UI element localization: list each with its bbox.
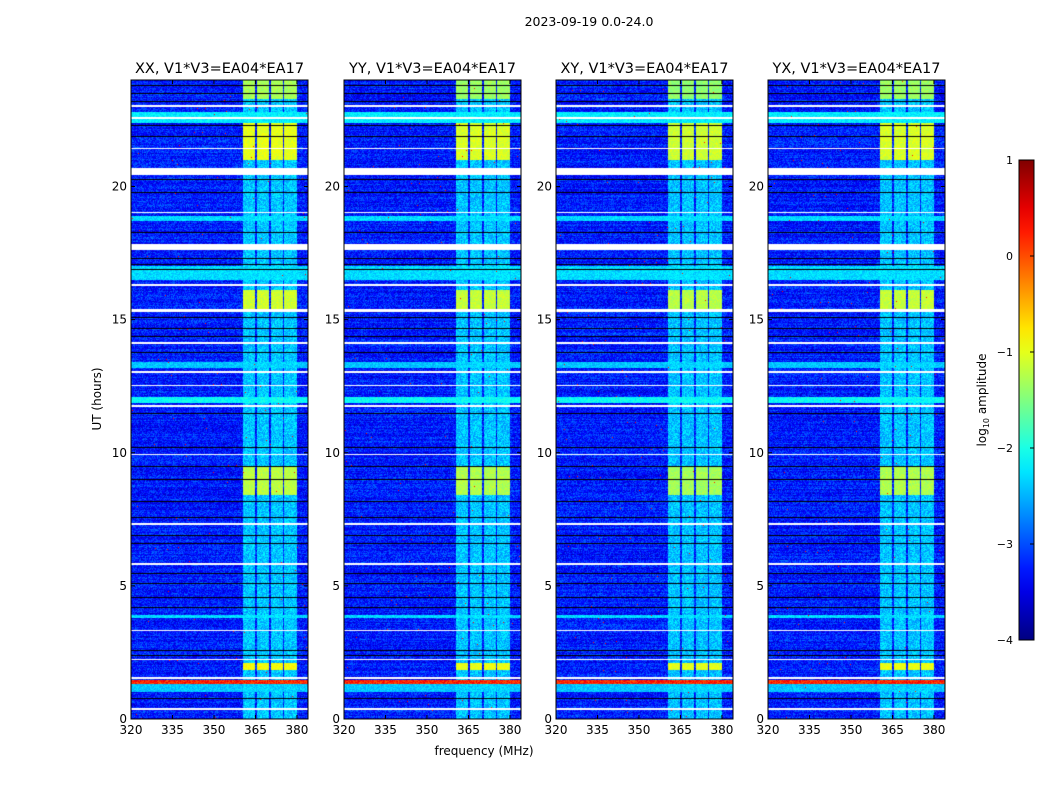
panel-frame: [767, 79, 946, 720]
x-tick-label: 365: [457, 723, 480, 737]
y-tick-label: 20: [749, 180, 764, 194]
x-tick-label: 350: [628, 723, 651, 737]
heatmap-panel-yy: [344, 80, 521, 719]
y-tick-label: 20: [325, 180, 340, 194]
heatmap-panel-xy: [556, 80, 733, 719]
y-tick-label: 15: [112, 313, 127, 327]
x-tick-label: 350: [203, 723, 226, 737]
colorbar-label-rest: amplitude: [975, 354, 989, 418]
y-tick-label: 10: [749, 446, 764, 460]
colorbar-label: log10 amplitude: [975, 354, 991, 447]
y-tick-label: 0: [119, 712, 127, 726]
panel-frame: [555, 79, 734, 720]
y-tick-label: 10: [112, 446, 127, 460]
x-tick-label: 380: [710, 723, 733, 737]
y-tick-label: 15: [537, 313, 552, 327]
colorbar-tick-label: −2: [997, 442, 1013, 455]
y-tick-label: 0: [544, 712, 552, 726]
y-tick-label: 5: [332, 579, 340, 593]
panel-frame: [130, 79, 309, 720]
colorbar-tick-label: 1: [1006, 154, 1013, 167]
y-tick-label: 10: [537, 446, 552, 460]
y-tick-label: 5: [544, 579, 552, 593]
colorbar: [1018, 159, 1035, 641]
x-tick-label: 320: [333, 723, 356, 737]
x-tick-label: 365: [244, 723, 267, 737]
x-tick-label: 380: [922, 723, 945, 737]
x-tick-label: 320: [120, 723, 143, 737]
y-tick-label: 5: [119, 579, 127, 593]
y-tick-label: 10: [325, 446, 340, 460]
x-tick-label: 380: [498, 723, 521, 737]
y-tick-label: 5: [756, 579, 764, 593]
x-tick-label: 335: [586, 723, 609, 737]
y-tick-label: 0: [332, 712, 340, 726]
panel-frame: [343, 79, 522, 720]
colorbar-tick-label: −3: [997, 538, 1013, 551]
colorbar-tick-label: −4: [997, 634, 1013, 647]
y-axis-label: UT (hours): [90, 367, 104, 430]
y-tick-label: 15: [325, 313, 340, 327]
x-tick-label: 350: [840, 723, 863, 737]
y-tick-label: 20: [537, 180, 552, 194]
x-tick-label: 365: [669, 723, 692, 737]
heatmap-panel-xx: [131, 80, 308, 719]
colorbar-tick-label: −1: [997, 346, 1013, 359]
x-tick-label: 335: [161, 723, 184, 737]
heatmap-panel-yx: [768, 80, 945, 719]
colorbar-label-log: log: [975, 428, 989, 446]
y-tick-label: 0: [756, 712, 764, 726]
panel-title: XX, V1*V3=EA04*EA17: [135, 61, 304, 77]
x-tick-label: 335: [798, 723, 821, 737]
x-tick-label: 350: [416, 723, 439, 737]
x-tick-label: 335: [374, 723, 397, 737]
x-tick-label: 365: [881, 723, 904, 737]
y-tick-label: 20: [112, 180, 127, 194]
x-tick-label: 320: [757, 723, 780, 737]
panel-title: XY, V1*V3=EA04*EA17: [560, 61, 728, 77]
colorbar-label-sub: 10: [982, 418, 991, 428]
colorbar-tick-label: 0: [1006, 250, 1013, 263]
panel-title: YY, V1*V3=EA04*EA17: [348, 61, 516, 77]
x-tick-label: 320: [545, 723, 568, 737]
y-tick-label: 15: [749, 313, 764, 327]
x-tick-label: 380: [285, 723, 308, 737]
x-axis-label: frequency (MHz): [434, 744, 533, 758]
panel-title: YX, V1*V3=EA04*EA17: [771, 61, 940, 77]
figure-title: 2023-09-19 0.0-24.0: [525, 14, 654, 29]
